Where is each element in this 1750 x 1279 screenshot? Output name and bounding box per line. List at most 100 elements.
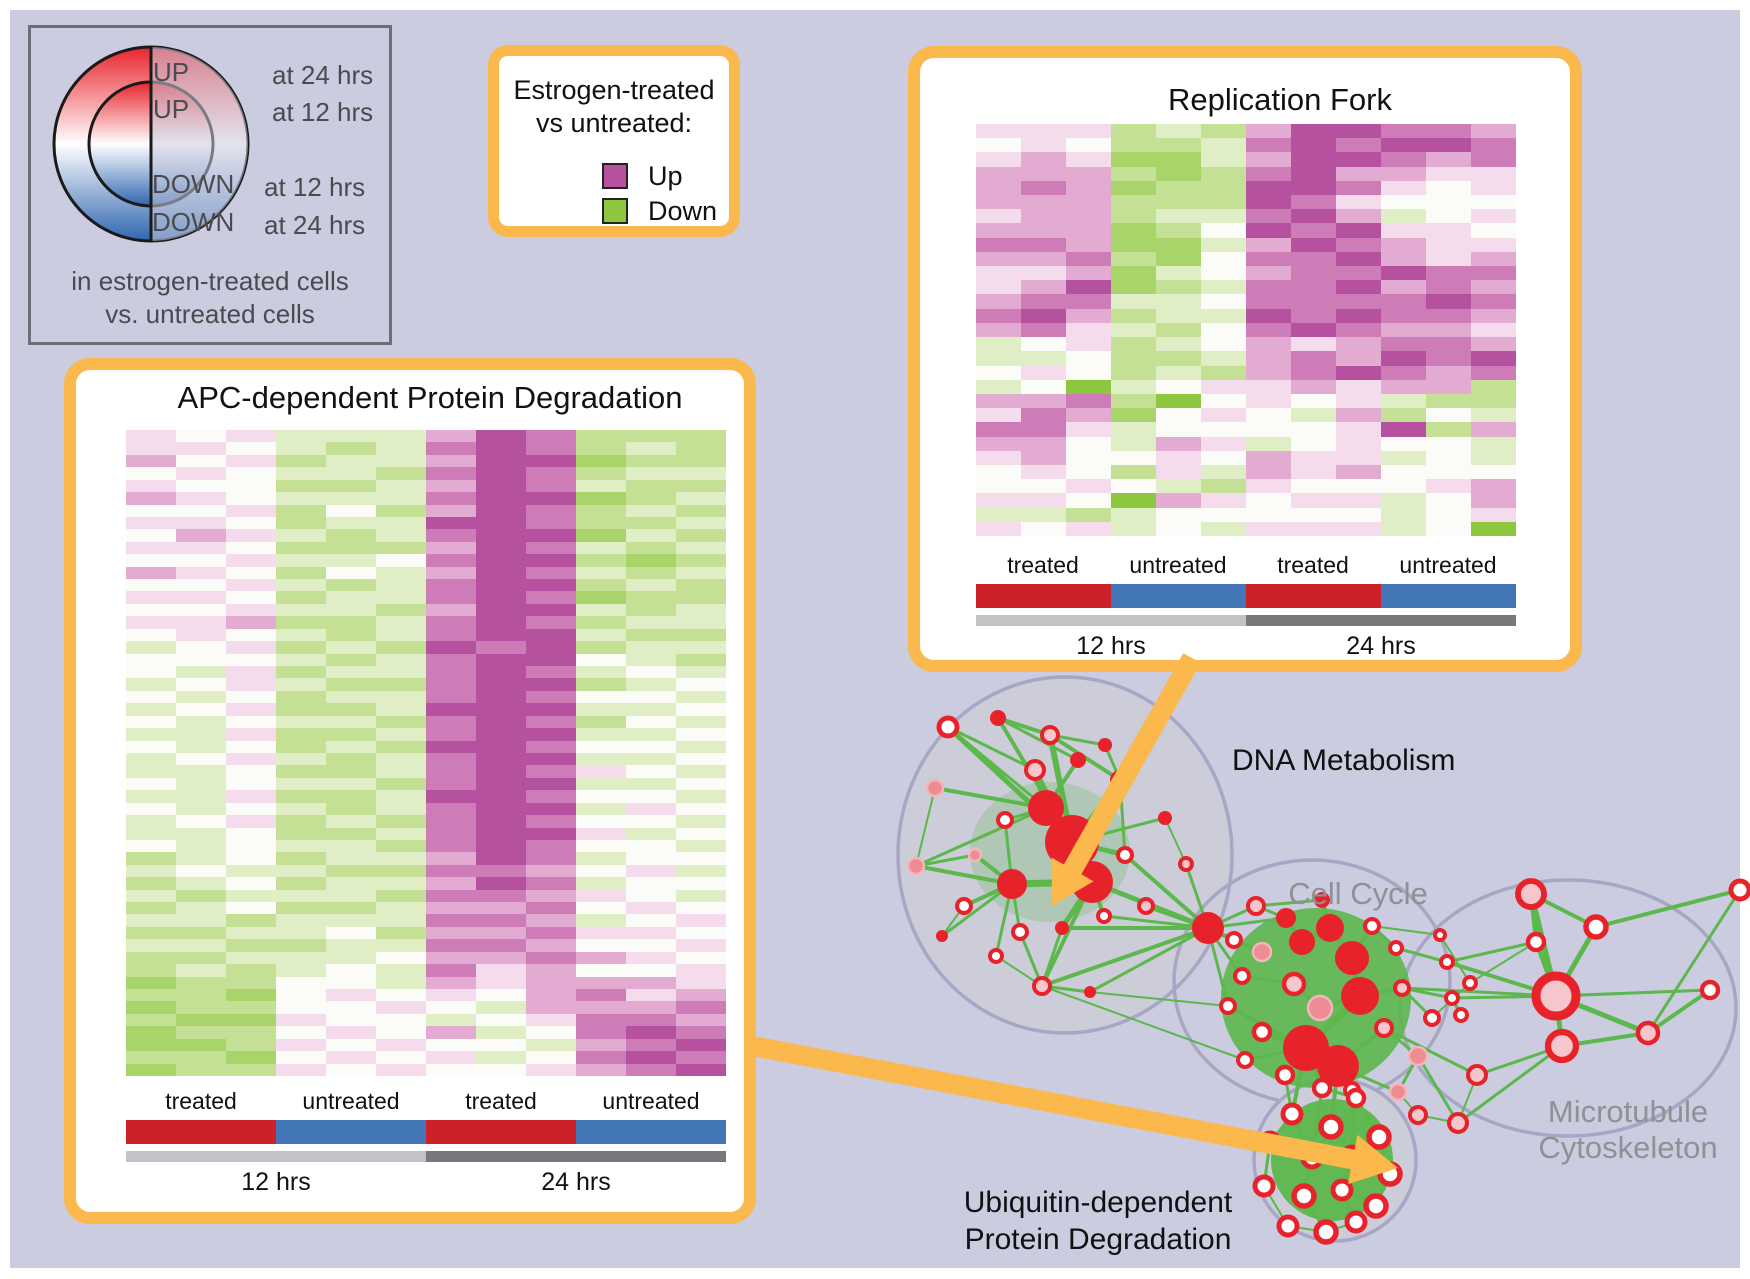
network-node-c10[interactable] — [1225, 931, 1243, 949]
network-node-m9[interactable] — [1699, 979, 1721, 1001]
network-node-c2[interactable] — [1335, 941, 1369, 975]
network-node-c6[interactable] — [1276, 908, 1296, 928]
network-node-d5[interactable] — [1070, 752, 1086, 768]
heatmap-cell — [1111, 280, 1156, 295]
network-node-u9[interactable] — [1330, 1178, 1354, 1202]
network-node-u8[interactable] — [1291, 1183, 1317, 1209]
heatmap-cell — [1291, 464, 1336, 480]
heatmap-cell — [376, 777, 426, 791]
network-node-d4[interactable] — [1023, 758, 1047, 782]
network-node-m7[interactable] — [1635, 1020, 1661, 1046]
network-node-d14[interactable] — [1137, 897, 1155, 915]
network-node-m4[interactable] — [1453, 1007, 1469, 1023]
network-node-c24[interactable] — [1388, 1082, 1408, 1102]
network-node-c19[interactable] — [1423, 1009, 1441, 1027]
heatmap-cell — [1246, 493, 1291, 508]
heatmap-cell — [226, 989, 276, 1002]
network-node-u4[interactable] — [1300, 1146, 1324, 1170]
network-node-d2[interactable] — [1028, 790, 1064, 826]
network-node-c20[interactable] — [1314, 892, 1330, 908]
network-node-c18[interactable] — [1407, 1045, 1429, 1067]
network-node-d12[interactable] — [1055, 921, 1069, 935]
network-node-m0[interactable] — [1515, 878, 1547, 910]
heatmap-cell — [676, 653, 726, 667]
network-node-c1[interactable] — [1316, 914, 1344, 942]
heatmap-cell — [376, 541, 426, 555]
network-node-c12[interactable] — [1219, 997, 1237, 1015]
network-node-d3[interactable] — [997, 869, 1027, 899]
network-node-d22[interactable] — [1192, 912, 1224, 944]
heatmap-cell — [1156, 450, 1201, 465]
heatmap-cell — [1381, 124, 1426, 139]
network-node-c17[interactable] — [1374, 1018, 1394, 1038]
network-node-u14[interactable] — [1311, 1077, 1333, 1099]
network-node-d9[interactable] — [906, 856, 926, 876]
network-node-u1[interactable] — [1318, 1114, 1344, 1140]
network-node-c13[interactable] — [1251, 1021, 1273, 1043]
heatmap-cell — [426, 529, 476, 542]
heatmap-cell — [1111, 195, 1156, 210]
network-node-c15[interactable] — [1388, 940, 1404, 956]
network-node-d23[interactable] — [1116, 846, 1134, 864]
network-node-m11[interactable] — [1408, 1105, 1428, 1125]
network-node-d24[interactable] — [936, 715, 960, 739]
network-node-c21[interactable] — [1274, 1064, 1296, 1086]
network-node-m1[interactable] — [1583, 914, 1609, 940]
network-node-c25[interactable] — [1236, 1051, 1254, 1069]
network-node-c3[interactable] — [1341, 977, 1379, 1015]
network-node-d10[interactable] — [955, 897, 973, 915]
network-node-u15[interactable] — [1345, 1087, 1367, 1109]
network-node-d17[interactable] — [1032, 976, 1052, 996]
heatmap-cell — [1426, 393, 1471, 409]
network-node-b1[interactable] — [1444, 990, 1460, 1006]
network-node-u0[interactable] — [1280, 1102, 1304, 1126]
network-node-c14[interactable] — [1363, 917, 1381, 935]
network-node-d7[interactable] — [1158, 811, 1172, 825]
network-node-c9[interactable] — [1246, 896, 1266, 916]
network-node-c22[interactable] — [1306, 994, 1334, 1022]
network-node-c0[interactable] — [1289, 929, 1315, 955]
heatmap-cell — [1156, 507, 1201, 522]
network-node-m6[interactable] — [1544, 1028, 1580, 1064]
network-node-d8[interactable] — [925, 778, 945, 798]
network-node-u6[interactable] — [1377, 1161, 1403, 1187]
heatmap-cell — [1066, 507, 1111, 522]
network-node-c8[interactable] — [1281, 971, 1307, 997]
network-node-d11[interactable] — [1011, 923, 1029, 941]
network-node-u2[interactable] — [1366, 1124, 1392, 1150]
network-node-m12[interactable] — [1446, 1111, 1470, 1135]
network-node-d19[interactable] — [936, 930, 948, 942]
network-node-d21[interactable] — [967, 847, 983, 863]
network-node-u10[interactable] — [1363, 1193, 1389, 1219]
network-node-c16[interactable] — [1393, 979, 1411, 997]
network-node-u12[interactable] — [1313, 1219, 1339, 1245]
network-node-u7[interactable] — [1252, 1174, 1276, 1198]
network-node-d20[interactable] — [996, 811, 1014, 829]
heatmap-cell — [476, 877, 526, 890]
network-node-c7[interactable] — [1251, 941, 1273, 963]
network-node-m5[interactable] — [1531, 971, 1581, 1021]
network-node-u13[interactable] — [1344, 1210, 1368, 1234]
network-node-d13[interactable] — [1096, 908, 1112, 924]
network-node-m3[interactable] — [1462, 975, 1478, 991]
heatmap-cell — [1201, 507, 1246, 522]
network-node-u5[interactable] — [1340, 1144, 1364, 1168]
network-node-d26[interactable] — [1040, 725, 1060, 745]
network-node-u11[interactable] — [1276, 1214, 1300, 1238]
network-node-u3[interactable] — [1258, 1130, 1282, 1154]
network-node-m8[interactable] — [1728, 878, 1750, 902]
network-node-d1[interactable] — [1071, 861, 1113, 903]
network-node-d18[interactable] — [1084, 986, 1096, 998]
heatmap-cell — [226, 1001, 276, 1014]
network-node-m2[interactable] — [1525, 931, 1547, 953]
network-node-d15[interactable] — [1178, 856, 1194, 872]
network-node-b2[interactable] — [1433, 928, 1447, 942]
network-node-d16[interactable] — [988, 948, 1004, 964]
network-node-d6[interactable] — [1110, 770, 1130, 790]
network-node-b0[interactable] — [1439, 954, 1455, 970]
network-node-c11[interactable] — [1233, 967, 1251, 985]
heatmap-cell — [126, 827, 176, 840]
network-node-m10[interactable] — [1465, 1063, 1489, 1087]
network-node-d25[interactable] — [990, 710, 1006, 726]
network-node-d27[interactable] — [1098, 738, 1112, 752]
